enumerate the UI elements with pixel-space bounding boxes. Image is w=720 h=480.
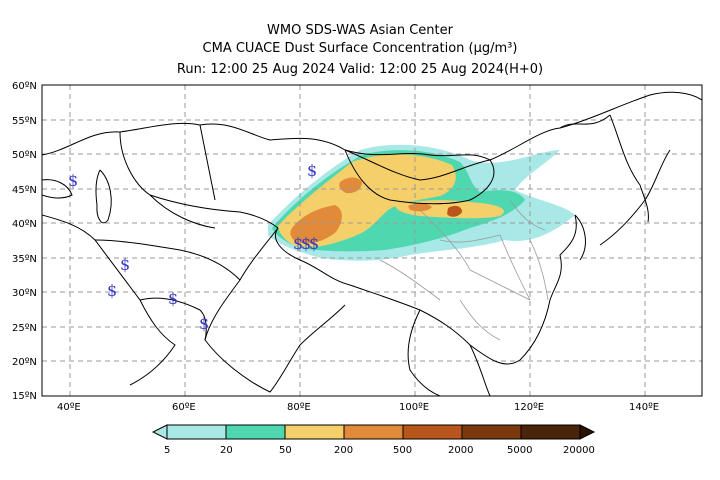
- colorbar-segment: [225, 424, 286, 440]
- lat-label: 50ºN: [12, 150, 37, 161]
- colorbar-segment: [284, 424, 345, 440]
- colorbar: 5 20 50 200 500 2000 5000 20000: [151, 424, 596, 456]
- lon-label: 60ºE: [172, 402, 196, 413]
- longitude-labels: 40ºE 60ºE 80ºE 100ºE 120ºE 140ºE: [57, 402, 659, 413]
- lat-label: 60ºN: [12, 81, 37, 92]
- station-marker: $: [199, 314, 209, 333]
- colorbar-right-arrow: [579, 424, 596, 440]
- lon-label: 140ºE: [629, 402, 659, 413]
- lon-label: 80ºE: [287, 402, 311, 413]
- colorbar-tick: 20000: [563, 445, 595, 456]
- station-marker: $: [307, 161, 317, 180]
- dust-station-markers: $ $ $ $ $ $ $ $ $: [68, 161, 319, 333]
- title-line-3: Run: 12:00 25 Aug 2024 Valid: 12:00 25 A…: [176, 62, 544, 77]
- latitude-labels: 60ºN 55ºN 50ºN 45ºN 40ºN 35ºN 30ºN 25ºN …: [12, 81, 37, 402]
- dust-area-500-2000: [447, 205, 462, 217]
- station-marker: $: [301, 234, 311, 253]
- lat-label: 15ºN: [12, 391, 37, 402]
- colorbar-tick: 2000: [448, 445, 473, 456]
- dust-area-200-500: [290, 205, 342, 244]
- lat-label: 25ºN: [12, 323, 37, 334]
- lon-label: 120ºE: [514, 402, 544, 413]
- colorbar-segment: [520, 424, 581, 440]
- colorbar-segment: [343, 424, 404, 440]
- colorbar-tick: 20: [220, 445, 233, 456]
- lon-label: 100ºE: [399, 402, 429, 413]
- map-frame: [41, 84, 703, 397]
- station-marker: $: [168, 289, 178, 308]
- lat-label: 45ºN: [12, 185, 37, 196]
- province-borders: [379, 199, 549, 341]
- colorbar-segment: [166, 424, 227, 440]
- lon-label: 40ºE: [57, 402, 81, 413]
- colorbar-tick: 5: [164, 445, 170, 456]
- country-borders: [42, 91, 702, 396]
- station-marker: $: [107, 281, 117, 300]
- colorbar-tick: 200: [334, 445, 353, 456]
- lat-label: 20ºN: [12, 357, 37, 368]
- colorbar-segment: [402, 424, 463, 440]
- title-line-2: CMA CUACE Dust Surface Concentration (µg…: [202, 41, 518, 56]
- station-marker: $: [293, 234, 303, 253]
- dust-area-200-500-north: [339, 177, 362, 194]
- lat-label: 30ºN: [12, 288, 37, 299]
- colorbar-segment: [461, 424, 522, 440]
- title-line-1: WMO SDS-WAS Asian Center: [267, 23, 453, 38]
- station-marker: $: [120, 255, 130, 274]
- colorbar-tick: 5000: [507, 445, 532, 456]
- lat-label: 55ºN: [12, 116, 37, 127]
- lat-label: 35ºN: [12, 254, 37, 265]
- lat-label: 40ºN: [12, 219, 37, 230]
- colorbar-tick: 500: [393, 445, 412, 456]
- station-marker: $: [309, 234, 319, 253]
- dust-concentration-layer: [268, 144, 575, 261]
- colorbar-tick: 50: [279, 445, 292, 456]
- dust-area-200-500-east: [408, 203, 432, 212]
- colorbar-left-arrow: [151, 424, 168, 440]
- station-marker: $: [68, 171, 78, 190]
